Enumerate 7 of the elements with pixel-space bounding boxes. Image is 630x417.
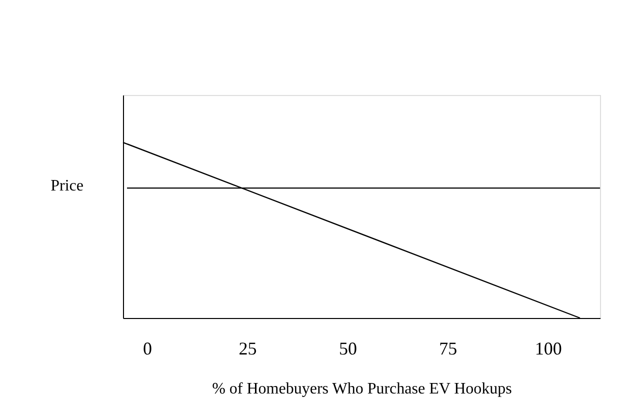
x-tick-label: 25 bbox=[238, 338, 257, 358]
x-axis-title: % of Homebuyers Who Purchase EV Hookups bbox=[212, 380, 512, 398]
y-axis-title: Price bbox=[50, 178, 84, 194]
x-tick-label: 100 bbox=[534, 338, 562, 358]
x-tick-label: 50 bbox=[338, 338, 357, 358]
x-tick-label: 0 bbox=[143, 338, 152, 358]
x-tick-label: 75 bbox=[439, 338, 458, 358]
